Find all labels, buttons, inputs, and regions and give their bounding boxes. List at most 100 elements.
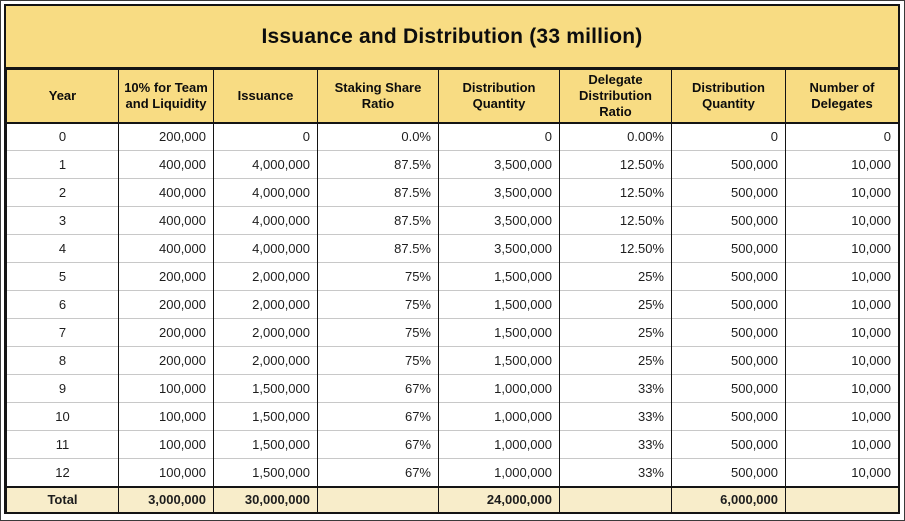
column-header: Delegate Distribution Ratio bbox=[559, 68, 672, 124]
cell: 8 bbox=[6, 346, 119, 375]
table-row: 10 100,000 1,500,000 67% 1,000,000 33% 500,000… bbox=[6, 402, 899, 431]
table-header: Year 10% for Team and Liquidity Issuance St… bbox=[6, 68, 899, 124]
cell: 400,000 bbox=[118, 178, 214, 207]
cell: 2,000,000 bbox=[213, 290, 318, 319]
cell: 33% bbox=[559, 430, 672, 459]
cell: 2 bbox=[6, 178, 119, 207]
cell: 0 bbox=[438, 122, 560, 151]
table-row: 11 100,000 1,500,000 67% 1,000,000 33% 500,000… bbox=[6, 430, 899, 459]
cell: 25% bbox=[559, 290, 672, 319]
cell: 87.5% bbox=[317, 150, 439, 179]
cell: 500,000 bbox=[671, 178, 786, 207]
cell: 0 bbox=[213, 122, 318, 151]
table-title: Issuance and Distribution (33 million) bbox=[261, 24, 643, 48]
cell: 1,000,000 bbox=[438, 458, 560, 487]
table-title-band: Issuance and Distribution (33 million) bbox=[6, 6, 898, 69]
cell: 400,000 bbox=[118, 234, 214, 263]
cell: 3,500,000 bbox=[438, 178, 560, 207]
cell: 4,000,000 bbox=[213, 206, 318, 235]
cell: 5 bbox=[6, 262, 119, 291]
cell: 87.5% bbox=[317, 178, 439, 207]
cell: 1,500,000 bbox=[438, 290, 560, 319]
table-row: 4 400,000 4,000,000 87.5% 3,500,000 12.50% 500… bbox=[6, 234, 899, 263]
cell: 500,000 bbox=[671, 346, 786, 375]
cell: 25% bbox=[559, 318, 672, 347]
cell: 500,000 bbox=[671, 374, 786, 403]
cell: 500,000 bbox=[671, 290, 786, 319]
table-row: 12 100,000 1,500,000 67% 1,000,000 33% 500,000… bbox=[6, 458, 899, 487]
column-header: Number of Delegates bbox=[785, 68, 899, 124]
cell: 10,000 bbox=[785, 290, 899, 319]
cell: 0.0% bbox=[317, 122, 439, 151]
cell: 1,500,000 bbox=[213, 458, 318, 487]
cell: 10,000 bbox=[785, 234, 899, 263]
table-row: 3 400,000 4,000,000 87.5% 3,500,000 12.50% 500… bbox=[6, 206, 899, 235]
cell: 3,500,000 bbox=[438, 234, 560, 263]
table-row: 0 200,000 0 0.0% 0 0.00% 0 0 bbox=[6, 122, 899, 151]
cell: 75% bbox=[317, 290, 439, 319]
cell: 0 bbox=[6, 122, 119, 151]
cell: 4,000,000 bbox=[213, 150, 318, 179]
total-cell bbox=[785, 485, 899, 512]
issuance-distribution-table: Issuance and Distribution (33 million) Y… bbox=[4, 4, 900, 514]
cell: 1,000,000 bbox=[438, 402, 560, 431]
cell: 500,000 bbox=[671, 206, 786, 235]
cell: 67% bbox=[317, 402, 439, 431]
cell: 10,000 bbox=[785, 346, 899, 375]
cell: 67% bbox=[317, 458, 439, 487]
cell: 12.50% bbox=[559, 206, 672, 235]
table-row: 5 200,000 2,000,000 75% 1,500,000 25% 500,000 1… bbox=[6, 262, 899, 291]
cell: 33% bbox=[559, 402, 672, 431]
cell: 0 bbox=[671, 122, 786, 151]
cell: 500,000 bbox=[671, 150, 786, 179]
cell: 500,000 bbox=[671, 430, 786, 459]
cell: 1,500,000 bbox=[213, 430, 318, 459]
cell: 25% bbox=[559, 262, 672, 291]
cell: 1,500,000 bbox=[438, 346, 560, 375]
data-table: Year 10% for Team and Liquidity Issuance St… bbox=[6, 68, 899, 512]
cell: 67% bbox=[317, 374, 439, 403]
table-row: 7 200,000 2,000,000 75% 1,500,000 25% 500,000 1… bbox=[6, 318, 899, 347]
cell: 2,000,000 bbox=[213, 262, 318, 291]
column-header: Distribution Quantity bbox=[438, 68, 560, 124]
cell: 33% bbox=[559, 374, 672, 403]
cell: 10,000 bbox=[785, 206, 899, 235]
total-cell: Total bbox=[6, 485, 119, 512]
cell: 25% bbox=[559, 346, 672, 375]
table-row: 6 200,000 2,000,000 75% 1,500,000 25% 500,000 1… bbox=[6, 290, 899, 319]
cell: 1,500,000 bbox=[213, 402, 318, 431]
cell: 12.50% bbox=[559, 234, 672, 263]
cell: 1,500,000 bbox=[438, 318, 560, 347]
total-row: Total 3,000,000 30,000,000 24,000,000 6,000,… bbox=[6, 485, 899, 512]
table-row: 1 400,000 4,000,000 87.5% 3,500,000 12.50% 500… bbox=[6, 150, 899, 179]
cell: 11 bbox=[6, 430, 119, 459]
total-cell: 3,000,000 bbox=[118, 485, 214, 512]
column-header: Issuance bbox=[213, 68, 318, 124]
cell: 200,000 bbox=[118, 290, 214, 319]
cell: 3 bbox=[6, 206, 119, 235]
cell: 10,000 bbox=[785, 178, 899, 207]
cell: 200,000 bbox=[118, 318, 214, 347]
cell: 1,500,000 bbox=[438, 262, 560, 291]
cell: 10 bbox=[6, 402, 119, 431]
cell: 100,000 bbox=[118, 458, 214, 487]
cell: 4,000,000 bbox=[213, 178, 318, 207]
cell: 200,000 bbox=[118, 346, 214, 375]
cell: 75% bbox=[317, 346, 439, 375]
total-cell: 6,000,000 bbox=[671, 485, 786, 512]
column-header: Distribution Quantity bbox=[671, 68, 786, 124]
total-cell: 30,000,000 bbox=[213, 485, 318, 512]
cell: 12.50% bbox=[559, 150, 672, 179]
cell: 10,000 bbox=[785, 262, 899, 291]
cell: 1,500,000 bbox=[213, 374, 318, 403]
cell: 75% bbox=[317, 262, 439, 291]
cell: 4 bbox=[6, 234, 119, 263]
cell: 1 bbox=[6, 150, 119, 179]
cell: 100,000 bbox=[118, 374, 214, 403]
table-body: 0 200,000 0 0.0% 0 0.00% 0 0 1 400,000 4,000,000 87… bbox=[6, 122, 899, 512]
cell: 1,000,000 bbox=[438, 374, 560, 403]
cell: 200,000 bbox=[118, 262, 214, 291]
cell: 0 bbox=[785, 122, 899, 151]
cell: 4,000,000 bbox=[213, 234, 318, 263]
